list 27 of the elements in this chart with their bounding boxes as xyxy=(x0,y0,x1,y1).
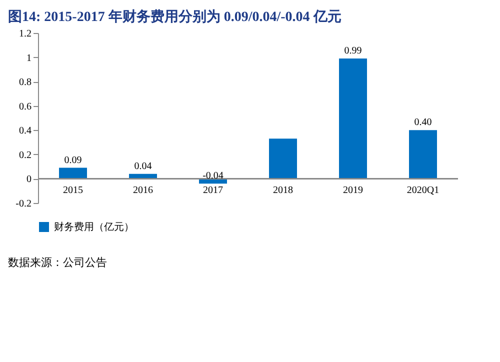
legend-label: 财务费用（亿元） xyxy=(54,221,134,233)
text: 0.99 xyxy=(344,46,362,56)
y-tick-label: 0.2 xyxy=(19,150,32,161)
x-tick-label: 2020Q1 xyxy=(406,185,440,196)
source-note: 数据来源：公司公告 xyxy=(8,256,107,269)
text: 0.04 xyxy=(134,160,152,172)
y-tick-label: -0.2 xyxy=(16,198,32,210)
y-tick-label: 0 xyxy=(26,174,32,186)
x-tick-label: 2015 xyxy=(63,185,83,196)
bar xyxy=(409,130,437,179)
y-tick-label: 0.8 xyxy=(19,77,32,88)
bar xyxy=(339,58,367,179)
bar xyxy=(269,138,297,179)
text: 0.09 xyxy=(64,154,82,166)
bar xyxy=(59,168,87,179)
text: 0.40 xyxy=(414,117,432,128)
x-tick-label: 2019 xyxy=(343,185,363,196)
x-tick-label: 2016 xyxy=(133,185,153,196)
bar xyxy=(199,178,227,184)
y-tick-label: 1 xyxy=(26,52,32,64)
y-tick-label: 0.6 xyxy=(19,101,32,112)
text: -0.04 xyxy=(202,170,224,182)
x-tick-label: 2017 xyxy=(203,185,223,196)
y-tick-label: 0.4 xyxy=(19,126,32,137)
y-tick-label: 1.2 xyxy=(19,28,32,40)
x-tick-label: 2018 xyxy=(273,185,293,196)
chart-title: 图14: 2015-2017 年财务费用分别为 0.09/0.04/-0.04 亿元 xyxy=(8,9,342,25)
